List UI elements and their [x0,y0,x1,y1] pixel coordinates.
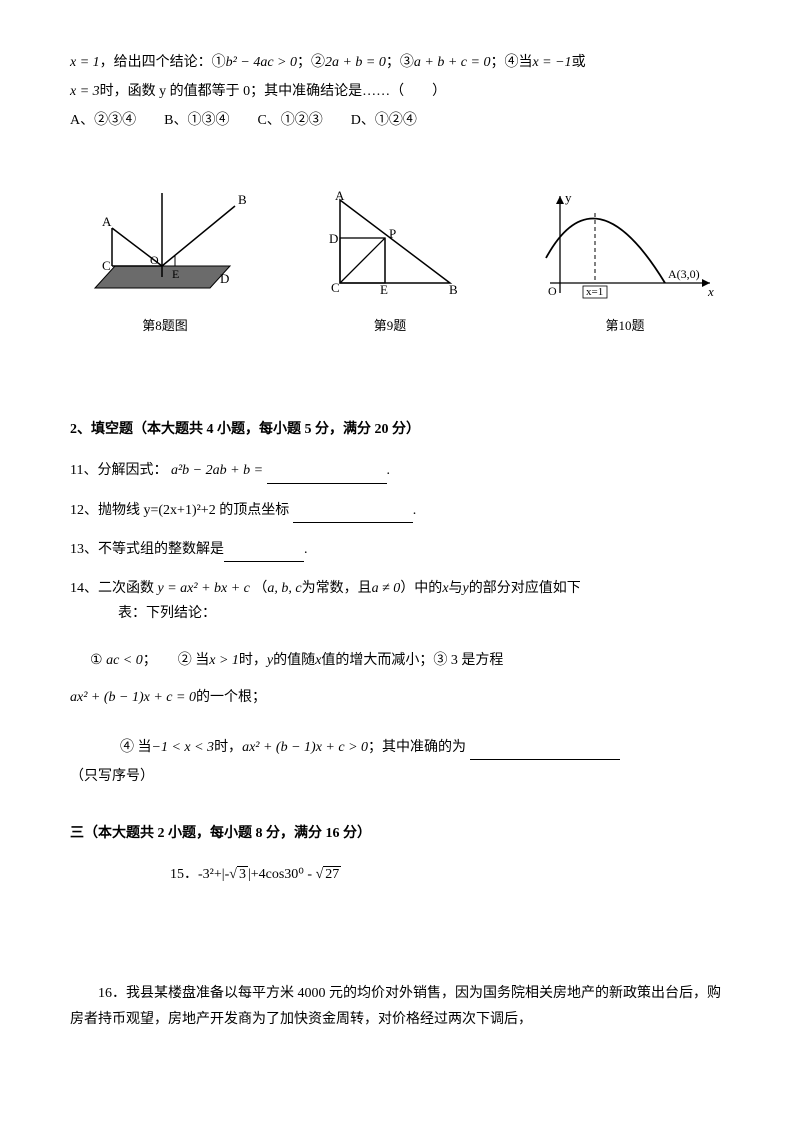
figure-8: A B C D O E 第8题图 [80,188,250,338]
intro-line-2: x = 3时，函数 y 的值都等于 0；其中准确结论是……（ ） [70,79,730,104]
figure-9: A D P C E B 第9题 [315,188,465,338]
question-15: 15．-3²+|-3|+4cos30⁰ - 27 [70,862,730,887]
fig9-label-D: D [329,231,338,246]
fig10-label-x1: x=1 [586,286,603,298]
figures-row: A B C D O E 第8题图 A D P C E B 第9题 [70,188,730,338]
question-12: 12、抛物线 y=(2x+1)²+2 的顶点坐标 . [70,498,730,523]
fig10-label-x: x [707,284,714,299]
fig8-label-C: C [102,258,111,273]
fig9-label-P: P [389,226,396,241]
math-disc: b² − 4ac > 0 [226,55,297,70]
math-2ab: 2a + b = 0 [325,55,386,70]
blank-12 [293,509,413,523]
figure-10: y x O A(3,0) x=1 第10题 [530,188,720,338]
q14-cond-1: ① ac < 0； ② 当x > 1时，y的值随x值的增大而减小；③ 3 是方程 [70,648,730,673]
fig10-label-A: A(3,0) [668,267,700,281]
section-3-title: 三（本大题共 2 小题，每小题 8 分，满分 16 分） [70,821,730,846]
fig9-label-B: B [449,282,458,297]
q14-line2: 表：下列结论： [70,601,730,626]
q14-cond-2: ax² + (b − 1)x + c = 0的一个根； [70,685,730,710]
fig8-label-O: O [150,253,159,267]
fig8-label-A: A [102,214,112,229]
figure-9-caption: 第9题 [315,314,465,337]
math-abc: a + b + c = 0 [414,55,491,70]
question-16: 16．我县某楼盘准备以每平方米 4000 元的均价对外销售，因为国务院相关房地产… [70,981,730,1031]
fig8-label-B: B [238,192,247,207]
question-13: 13、不等式组的整数解是. [70,537,730,562]
figure-10-caption: 第10题 [530,314,720,337]
fig9-label-C: C [331,280,340,295]
intro-choices: A、②③④ B、①③④ C、①②③ D、①②④ [70,108,730,133]
fig9-label-E: E [380,282,388,297]
blank-11 [267,470,387,484]
q14-cond-3: ④ 当−1 < x < 3时，ax² + (b − 1)x + c > 0；其中… [70,735,730,760]
blank-13 [224,548,304,562]
fig10-label-O: O [548,284,557,298]
fig8-label-E: E [172,267,179,281]
question-11: 11、分解因式： a²b − 2ab + b = . [70,458,730,483]
fig9-label-A: A [335,188,345,203]
blank-14 [470,746,620,760]
figure-8-svg: A B C D O E [80,188,250,303]
math-x3: x = 3 [70,84,100,99]
fig10-label-y: y [565,190,572,205]
figure-8-caption: 第8题图 [80,314,250,337]
math-x1: x = 1 [70,55,100,70]
section-2-title: 2、填空题（本大题共 4 小题，每小题 5 分，满分 20 分） [70,417,730,442]
figure-9-svg: A D P C E B [315,188,465,303]
fig8-label-D: D [220,271,229,286]
figure-10-svg: y x O A(3,0) x=1 [530,188,720,303]
question-14: 14、二次函数 y = ax² + bx + c （a, b, c为常数，且a … [70,576,730,626]
q14-note: （只写序号） [70,764,730,789]
math-xm1: x = −1 [532,55,571,70]
q11-expr: a²b − 2ab + b = [171,463,263,478]
q14-func: y = ax² + bx + c [158,581,250,596]
intro-line-1: x = 1，给出四个结论：①b² − 4ac > 0；②2a + b = 0；③… [70,50,730,75]
